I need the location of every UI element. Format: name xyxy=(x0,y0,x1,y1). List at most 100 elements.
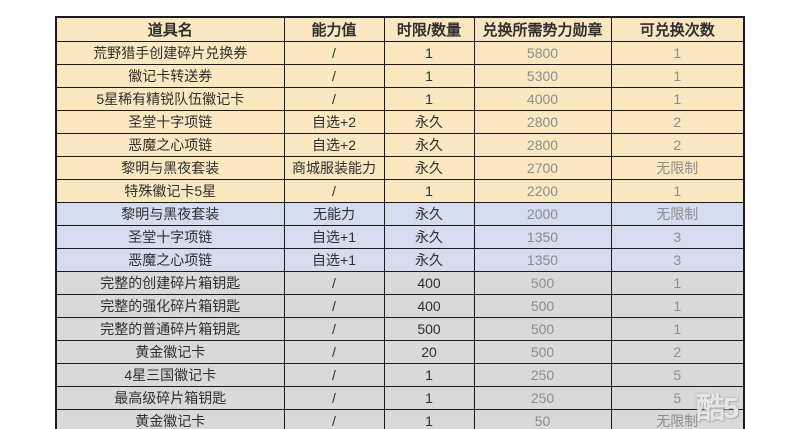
table-row: 恶魔之心项链 自选+1 永久 1350 3 xyxy=(55,248,745,272)
cell-medals-required: 500 xyxy=(473,340,612,364)
cell-item-name: 特殊徽记卡5星 xyxy=(55,179,285,203)
cell-item-name: 黄金徽记卡 xyxy=(55,409,285,429)
table-row: 徽记卡转送券 / 1 5300 1 xyxy=(55,64,745,88)
cell-item-name: 4星三国徽记卡 xyxy=(55,363,285,387)
cell-item-name: 完整的创建碎片箱钥匙 xyxy=(55,271,285,295)
cell-time-quantity: 永久 xyxy=(383,248,475,272)
cell-item-name: 完整的强化碎片箱钥匙 xyxy=(55,294,285,318)
cell-ability-value: / xyxy=(283,340,385,364)
cell-exchange-count: 无限制 xyxy=(610,156,745,180)
table-header: 道具名 能力值 时限/数量 兑换所需势力勋章 可兑换次数 xyxy=(55,16,745,42)
header-row: 道具名 能力值 时限/数量 兑换所需势力勋章 可兑换次数 xyxy=(55,16,745,42)
cell-time-quantity: 永久 xyxy=(383,110,475,134)
cell-time-quantity: 400 xyxy=(383,271,475,295)
header-time-quantity: 时限/数量 xyxy=(383,16,475,42)
cell-item-name: 圣堂十字项链 xyxy=(55,110,285,134)
cell-ability-value: / xyxy=(283,386,385,410)
cell-exchange-count: 1 xyxy=(610,87,745,111)
table-body: 荒野猎手创建碎片兑换券 / 1 5800 1 徽记卡转送券 / 1 5300 1… xyxy=(55,41,745,429)
cell-item-name: 黎明与黑夜套装 xyxy=(55,202,285,226)
cell-medals-required: 2200 xyxy=(473,179,612,203)
cell-item-name: 恶魔之心项链 xyxy=(55,248,285,272)
cell-medals-required: 4000 xyxy=(473,87,612,111)
cell-item-name: 徽记卡转送券 xyxy=(55,64,285,88)
cell-ability-value: 自选+1 xyxy=(283,248,385,272)
cell-item-name: 黎明与黑夜套装 xyxy=(55,156,285,180)
cell-medals-required: 2700 xyxy=(473,156,612,180)
cell-exchange-count: 2 xyxy=(610,133,745,157)
cell-time-quantity: 永久 xyxy=(383,225,475,249)
cell-medals-required: 1350 xyxy=(473,248,612,272)
cell-item-name: 完整的普通碎片箱钥匙 xyxy=(55,317,285,341)
cell-medals-required: 500 xyxy=(473,317,612,341)
header-ability-value: 能力值 xyxy=(283,16,385,42)
cell-item-name: 恶魔之心项链 xyxy=(55,133,285,157)
table-row: 完整的强化碎片箱钥匙 / 400 500 1 xyxy=(55,294,745,318)
cell-exchange-count: 5 xyxy=(610,363,745,387)
cell-time-quantity: 永久 xyxy=(383,202,475,226)
cell-time-quantity: 1 xyxy=(383,363,475,387)
header-medals-required: 兑换所需势力勋章 xyxy=(473,16,612,42)
table-row: 完整的普通碎片箱钥匙 / 500 500 1 xyxy=(55,317,745,341)
cell-ability-value: / xyxy=(283,271,385,295)
cell-time-quantity: 永久 xyxy=(383,133,475,157)
cell-time-quantity: 永久 xyxy=(383,156,475,180)
cell-medals-required: 500 xyxy=(473,271,612,295)
cell-ability-value: / xyxy=(283,363,385,387)
cell-exchange-count: 3 xyxy=(610,248,745,272)
cell-exchange-count: 3 xyxy=(610,225,745,249)
cell-ability-value: 无能力 xyxy=(283,202,385,226)
cell-medals-required: 1350 xyxy=(473,225,612,249)
table-row: 黎明与黑夜套装 商城服装能力 永久 2700 无限制 xyxy=(55,156,745,180)
table-row: 黄金徽记卡 / 1 50 无限制 xyxy=(55,409,745,429)
cell-exchange-count: 1 xyxy=(610,271,745,295)
cell-ability-value: 自选+1 xyxy=(283,225,385,249)
cell-time-quantity: 1 xyxy=(383,386,475,410)
cell-medals-required: 250 xyxy=(473,386,612,410)
cell-medals-required: 50 xyxy=(473,409,612,429)
cell-ability-value: 自选+2 xyxy=(283,133,385,157)
table-row: 最高级碎片箱钥匙 / 1 250 5 xyxy=(55,386,745,410)
cell-item-name: 圣堂十字项链 xyxy=(55,225,285,249)
cell-exchange-count: 2 xyxy=(610,340,745,364)
cell-time-quantity: 1 xyxy=(383,87,475,111)
header-exchange-count: 可兑换次数 xyxy=(610,16,745,42)
cell-time-quantity: 1 xyxy=(383,179,475,203)
cell-medals-required: 2800 xyxy=(473,133,612,157)
cell-medals-required: 500 xyxy=(473,294,612,318)
table-row: 恶魔之心项链 自选+2 永久 2800 2 xyxy=(55,133,745,157)
cell-ability-value: / xyxy=(283,179,385,203)
cell-exchange-count: 2 xyxy=(610,110,745,134)
cell-exchange-count: 1 xyxy=(610,64,745,88)
cell-time-quantity: 500 xyxy=(383,317,475,341)
cell-ability-value: / xyxy=(283,409,385,429)
cell-item-name: 荒野猎手创建碎片兑换券 xyxy=(55,41,285,65)
table-row: 完整的创建碎片箱钥匙 / 400 500 1 xyxy=(55,271,745,295)
cell-exchange-count: 1 xyxy=(610,179,745,203)
cell-ability-value: 商城服装能力 xyxy=(283,156,385,180)
cell-medals-required: 250 xyxy=(473,363,612,387)
header-item-name: 道具名 xyxy=(55,16,285,42)
cell-ability-value: / xyxy=(283,317,385,341)
cell-medals-required: 2000 xyxy=(473,202,612,226)
table-row: 5星稀有精锐队伍徽记卡 / 1 4000 1 xyxy=(55,87,745,111)
cell-exchange-count: 无限制 xyxy=(610,409,745,429)
cell-ability-value: 自选+2 xyxy=(283,110,385,134)
cell-medals-required: 2800 xyxy=(473,110,612,134)
cell-exchange-count: 1 xyxy=(610,294,745,318)
cell-medals-required: 5300 xyxy=(473,64,612,88)
cell-ability-value: / xyxy=(283,87,385,111)
exchange-table: 道具名 能力值 时限/数量 兑换所需势力勋章 可兑换次数 荒野猎手创建碎片兑换券… xyxy=(55,16,745,429)
cell-item-name: 最高级碎片箱钥匙 xyxy=(55,386,285,410)
cell-exchange-count: 5 xyxy=(610,386,745,410)
table-row: 4星三国徽记卡 / 1 250 5 xyxy=(55,363,745,387)
cell-exchange-count: 无限制 xyxy=(610,202,745,226)
cell-item-name: 5星稀有精锐队伍徽记卡 xyxy=(55,87,285,111)
table-row: 黎明与黑夜套装 无能力 永久 2000 无限制 xyxy=(55,202,745,226)
cell-time-quantity: 400 xyxy=(383,294,475,318)
cell-ability-value: / xyxy=(283,294,385,318)
table-row: 圣堂十字项链 自选+2 永久 2800 2 xyxy=(55,110,745,134)
cell-time-quantity: 1 xyxy=(383,409,475,429)
cell-ability-value: / xyxy=(283,41,385,65)
cell-item-name: 黄金徽记卡 xyxy=(55,340,285,364)
